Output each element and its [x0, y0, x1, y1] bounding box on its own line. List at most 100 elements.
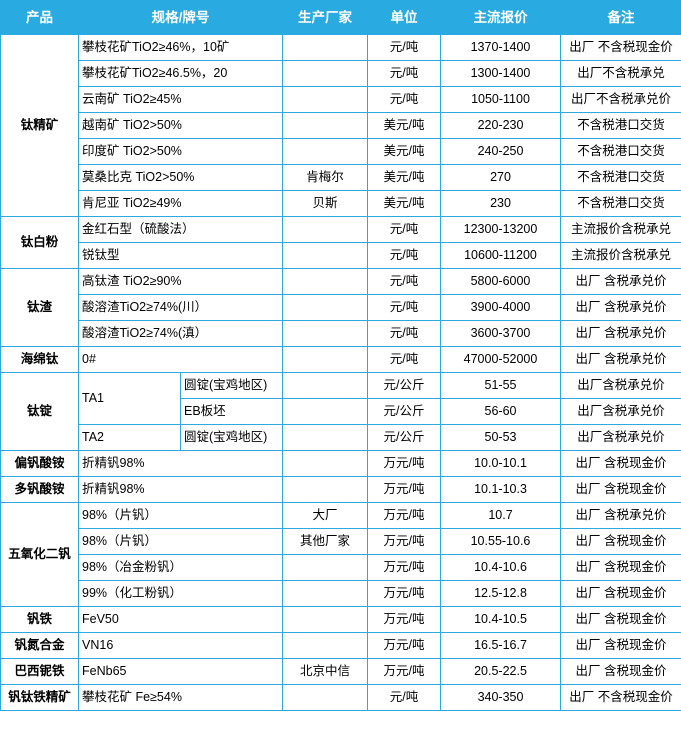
table-row: 99%（化工粉钒） 万元/吨 12.5-12.8 出厂 含税现金价 [1, 580, 681, 607]
cell-note: 出厂 含税现金价 [560, 658, 681, 685]
cell-note: 出厂不含税承兑 [560, 60, 681, 87]
cell-unit: 元/吨 [367, 216, 441, 243]
cell-spec: 云南矿 TiO2≥45% [78, 86, 283, 113]
table-row: 钛白粉 金红石型（硫酸法） 元/吨 12300-13200 主流报价含税承兑 [0, 216, 681, 269]
cell-spec: 折精钒98% [78, 476, 283, 503]
cell-price: 340-350 [440, 684, 561, 711]
header-price: 主流报价 [440, 0, 561, 35]
cell-unit: 美元/吨 [367, 112, 441, 139]
cell-note: 不含税港口交货 [560, 190, 681, 217]
table-body: 钛精矿 攀枝花矿TiO2≥46%，10矿 元/吨 1370-1400 出厂 不含税现金价… [0, 34, 681, 711]
cell-price: 10.0-10.1 [440, 450, 561, 477]
table-row: 巴西铌铁 FeNb65 北京中信 万元/吨 20.5-22.5 出厂 含税现金价 [0, 658, 681, 685]
cell-note: 出厂 含税承兑价 [560, 320, 681, 347]
cell-price: 56-60 [440, 398, 561, 425]
cell-unit: 万元/吨 [367, 528, 441, 555]
header-unit: 单位 [367, 0, 441, 35]
cell-unit: 元/吨 [367, 60, 441, 87]
cell-spec: 攀枝花矿TiO2≥46%，10矿 [78, 34, 283, 61]
cell-spec: 莫桑比克 TiO2>50% [78, 164, 283, 191]
cell-product: 钛锭 [0, 372, 79, 451]
cell-maker [282, 398, 368, 425]
cell-maker: 大厂 [282, 502, 368, 529]
cell-unit: 元/吨 [367, 684, 441, 711]
cell-maker [282, 216, 368, 243]
cell-product: 海绵钛 [0, 346, 79, 373]
cell-unit: 万元/吨 [367, 554, 441, 581]
cell-price: 1370-1400 [440, 34, 561, 61]
cell-price: 16.5-16.7 [440, 632, 561, 659]
cell-note: 出厂 含税现金价 [560, 580, 681, 607]
cell-price: 50-53 [440, 424, 561, 451]
cell-price: 10.55-10.6 [440, 528, 561, 555]
cell-spec: 攀枝花矿 Fe≥54% [78, 684, 283, 711]
cell-product: 钛白粉 [0, 216, 79, 269]
cell-spec: 金红石型（硫酸法） [78, 216, 283, 243]
cell-unit: 元/吨 [367, 294, 441, 321]
cell-spec: 越南矿 TiO2>50% [78, 112, 283, 139]
cell-price: 12.5-12.8 [440, 580, 561, 607]
cell-note: 出厂含税承兑价 [560, 398, 681, 425]
table-row: 钒氮合金 VN16 万元/吨 16.5-16.7 出厂 含税现金价 [0, 632, 681, 659]
cell-maker [282, 138, 368, 165]
cell-maker [282, 450, 368, 477]
cell-maker [282, 372, 368, 399]
cell-maker: 其他厂家 [282, 528, 368, 555]
cell-price: 5800-6000 [440, 268, 561, 295]
cell-product: 偏钒酸铵 [0, 450, 79, 477]
header-note: 备注 [560, 0, 681, 35]
cell-unit: 万元/吨 [367, 476, 441, 503]
cell-maker [282, 112, 368, 139]
cell-spec-detail: EB板坯 [180, 398, 283, 425]
cell-spec: FeV50 [78, 606, 283, 633]
cell-note: 出厂 含税现金价 [560, 528, 681, 555]
cell-note: 不含税港口交货 [560, 164, 681, 191]
cell-price: 240-250 [440, 138, 561, 165]
cell-spec: 99%（化工粉钒） [78, 580, 283, 607]
table-header: 产品 规格/牌号 生产厂家 单位 主流报价 备注 [0, 0, 681, 35]
cell-spec-detail: 圆锭(宝鸡地区) [180, 424, 283, 451]
cell-maker: 北京中信 [282, 658, 368, 685]
cell-product: 钒氮合金 [0, 632, 79, 659]
cell-maker [282, 60, 368, 87]
cell-maker [282, 606, 368, 633]
table-row: 莫桑比克 TiO2>50% 肯梅尔 美元/吨 270 不含税港口交货 [1, 164, 681, 191]
table-row: 钛锭 TA1 圆锭(宝鸡地区) 元/公斤 51-55 出厂含税承兑价 [0, 372, 681, 451]
header-spec: 规格/牌号 [78, 0, 283, 35]
cell-spec: VN16 [78, 632, 283, 659]
cell-price: 270 [440, 164, 561, 191]
table-row: 攀枝花矿TiO2≥46.5%，20 元/吨 1300-1400 出厂不含税承兑 [1, 60, 681, 87]
cell-price: 47000-52000 [440, 346, 561, 373]
cell-spec: 98%（片钒） [78, 502, 283, 529]
cell-maker [282, 34, 368, 61]
table-row: 锐钛型 元/吨 10600-11200 主流报价含税承兑 [1, 242, 681, 269]
cell-maker [282, 554, 368, 581]
cell-note: 出厂 含税现金价 [560, 554, 681, 581]
cell-unit: 元/吨 [367, 34, 441, 61]
cell-price: 10600-11200 [440, 242, 561, 269]
cell-note: 出厂含税承兑价 [560, 372, 681, 399]
cell-spec: 折精钒98% [78, 450, 283, 477]
cell-spec: 锐钛型 [78, 242, 283, 269]
cell-unit: 元/吨 [367, 242, 441, 269]
cell-spec: 印度矿 TiO2>50% [78, 138, 283, 165]
cell-price: 20.5-22.5 [440, 658, 561, 685]
table-row: 印度矿 TiO2>50% 美元/吨 240-250 不含税港口交货 [1, 138, 681, 165]
cell-maker [282, 346, 368, 373]
table-row: 钛渣 高钛渣 TiO2≥90% 元/吨 5800-6000 出厂 含税承兑价 [0, 268, 681, 347]
cell-spec: 高钛渣 TiO2≥90% [78, 268, 283, 295]
cell-unit: 元/公斤 [367, 424, 441, 451]
cell-spec-detail: 圆锭(宝鸡地区) [180, 372, 283, 399]
table-row: 越南矿 TiO2>50% 美元/吨 220-230 不含税港口交货 [1, 112, 681, 139]
table-row: 98%（冶金粉钒） 万元/吨 10.4-10.6 出厂 含税现金价 [1, 554, 681, 581]
cell-unit: 万元/吨 [367, 580, 441, 607]
cell-spec: 98%（片钒） [78, 528, 283, 555]
cell-product: 五氧化二钒 [0, 502, 79, 607]
cell-unit: 元/公斤 [367, 372, 441, 399]
cell-spec: 攀枝花矿TiO2≥46.5%，20 [78, 60, 283, 87]
cell-note: 出厂 含税现金价 [560, 450, 681, 477]
cell-product: 钛精矿 [0, 34, 79, 217]
cell-spec: 酸溶渣TiO2≥74%(川） [78, 294, 283, 321]
cell-price: 12300-13200 [440, 216, 561, 243]
cell-maker [282, 580, 368, 607]
